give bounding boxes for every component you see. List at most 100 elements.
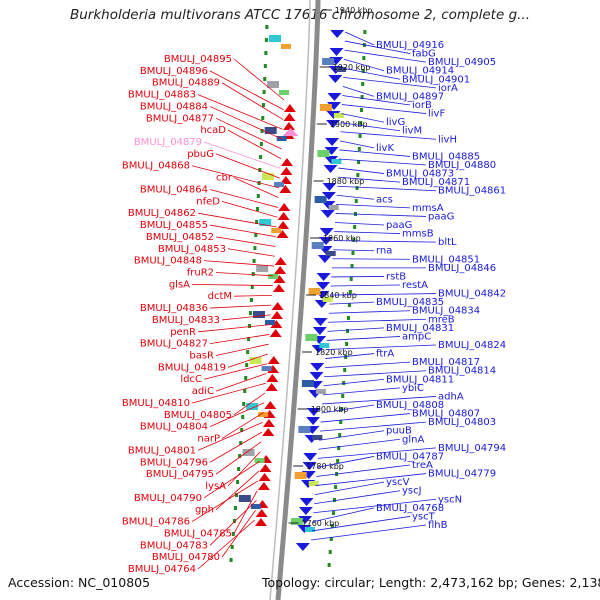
forward-gene-arrow [255, 509, 268, 517]
left-gene-label: BMULJ_04889 [152, 78, 220, 89]
forward-gene-arrow [266, 374, 279, 382]
gene-block [264, 320, 275, 325]
right-gene-label: bltL [438, 237, 457, 248]
right-gene-label: BMULJ_04846 [428, 263, 496, 274]
left-gene-label: adiC [192, 386, 214, 397]
topology-text: Topology: circular; Length: 2,473,162 bp… [262, 575, 600, 590]
right-label-leader [342, 86, 375, 97]
right-label-leader [328, 310, 411, 314]
right-label-leader [344, 31, 375, 46]
tick-dot [251, 272, 255, 276]
gene-block [267, 81, 280, 88]
forward-gene-arrow [283, 113, 296, 121]
tick-dot [240, 428, 244, 432]
left-label-leader [209, 70, 284, 111]
right-label-leader [311, 524, 427, 541]
right-gene-label: BMULJ_04885 [412, 151, 480, 162]
right-label-leader [340, 122, 401, 132]
right-label-leader [333, 249, 375, 252]
gene-block [294, 472, 307, 479]
left-label-leader [191, 283, 273, 286]
tick-dot [344, 355, 348, 359]
right-label-leader [322, 396, 437, 405]
right-gene-label: livM [402, 126, 422, 137]
right-gene-label: BMULJ_04835 [376, 297, 444, 308]
tick-dot [253, 246, 257, 250]
left-gene-label: BMULJ_04852 [146, 232, 214, 243]
reverse-gene-arrow [324, 156, 339, 164]
kbp-label: 1900 kbp [330, 120, 368, 129]
forward-gene-arrow [276, 230, 289, 238]
right-label-leader [338, 158, 427, 166]
left-label-leader [203, 141, 281, 169]
tick-dot [259, 142, 263, 146]
left-label-leader [227, 129, 282, 159]
right-label-leader [340, 131, 437, 140]
reverse-gene-arrow [306, 408, 321, 416]
tick-dot [357, 147, 361, 151]
left-gene-label: BMULJ_04868 [122, 161, 190, 172]
tick-dot [336, 459, 340, 463]
forward-gene-arrow [282, 122, 295, 130]
tick-dot [343, 368, 347, 372]
right-label-leader [327, 327, 385, 332]
tick-dot [259, 155, 263, 159]
gene-block [250, 504, 261, 509]
reverse-gene-arrow [298, 507, 313, 515]
tick-dot [249, 298, 253, 302]
gene-block [259, 219, 272, 226]
right-label-leader [328, 318, 427, 323]
kbp-label: 1860 kbp [323, 234, 361, 243]
right-gene-label: BMULJ_04897 [376, 91, 444, 102]
left-gene-label: BMULJ_04877 [146, 113, 214, 124]
forward-gene-arrow [265, 383, 278, 391]
left-label-leader [209, 106, 283, 140]
kbp-label: 1880 kbp [327, 177, 365, 186]
gene-block [238, 495, 251, 502]
left-label-leader [209, 189, 279, 208]
gene-block [331, 159, 342, 164]
left-label-leader [197, 421, 263, 451]
kbp-label: 1840 kbp [319, 291, 357, 300]
right-gene-label: paaG [428, 211, 454, 222]
chromosome-backbone [275, 0, 321, 600]
reverse-gene-arrow [313, 318, 328, 326]
forward-gene-arrow [267, 356, 280, 364]
tick-dot [263, 64, 267, 68]
right-label-leader [338, 167, 385, 174]
forward-gene-arrow [277, 212, 290, 220]
right-gene-label: ybiC [402, 383, 424, 394]
left-label-leader [203, 363, 268, 380]
kbp-label: 1920 kbp [333, 63, 371, 72]
right-label-leader [325, 353, 375, 359]
right-gene-label: BMULJ_04824 [438, 340, 506, 351]
right-gene-label: BMULJ_04831 [386, 323, 454, 334]
gene-block [319, 104, 332, 111]
left-gene-label: BMULJ_04827 [140, 339, 208, 350]
gene-block [314, 196, 327, 203]
right-label-leader [314, 481, 385, 496]
left-gene-label: BMULJ_04879 [134, 137, 202, 148]
right-gene-label: BMULJ_04787 [376, 451, 444, 462]
left-label-leader [203, 461, 260, 499]
right-gene-label: adhA [438, 391, 464, 402]
tick-dot [237, 467, 241, 471]
tick-dot [349, 277, 353, 281]
right-gene-label: iorB [412, 100, 432, 111]
right-gene-label: mreB [428, 314, 455, 325]
tick-dot [333, 498, 337, 502]
tick-dot [340, 407, 344, 411]
forward-gene-arrow [278, 203, 291, 211]
left-label-leader [215, 441, 262, 475]
left-gene-label: BMULJ_04795 [146, 469, 214, 480]
left-label-leader [209, 500, 257, 546]
tick-dot [354, 199, 358, 203]
gene-block [279, 90, 290, 95]
reverse-gene-arrow [299, 498, 314, 506]
forward-gene-arrow [280, 167, 293, 175]
left-gene-label: penR [170, 327, 196, 338]
right-label-leader [330, 293, 437, 296]
forward-gene-arrow [262, 428, 275, 436]
right-gene-label: BMULJ_04851 [412, 254, 480, 265]
tick-dot [263, 77, 267, 81]
